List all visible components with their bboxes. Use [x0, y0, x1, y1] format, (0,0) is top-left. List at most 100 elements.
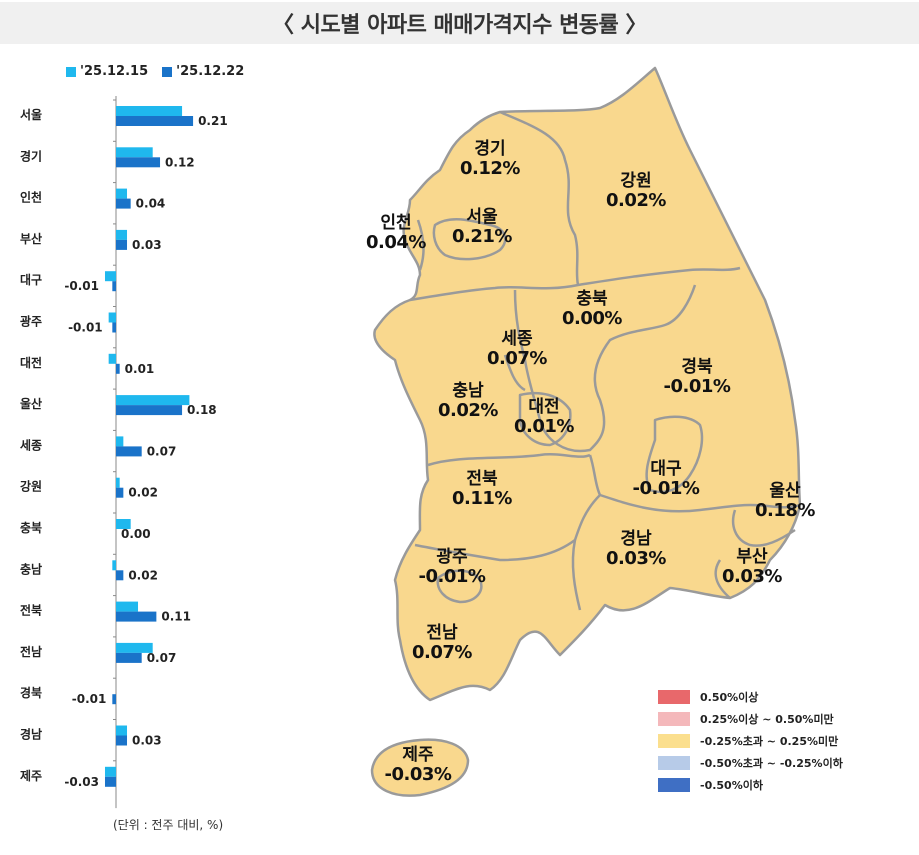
legend-item-1215: '25.12.15 — [66, 64, 148, 79]
data-label: 0.02 — [128, 486, 158, 500]
region-value: -0.01% — [418, 565, 486, 587]
map-legend-row: -0.50%이하 — [658, 774, 843, 796]
region-value: -0.01% — [632, 477, 700, 499]
data-label: 0.01 — [125, 362, 155, 376]
border-daejeon — [518, 391, 572, 447]
map-legend-label: -0.50%초과 ~ -0.25%이하 — [700, 757, 843, 770]
region-name: 울산 — [769, 481, 801, 501]
region-name: 대전 — [528, 397, 560, 417]
region-value: 0.03% — [722, 565, 782, 587]
region-name: 인천 — [380, 213, 412, 233]
category-label: 경기 — [20, 148, 42, 163]
bar — [104, 271, 116, 282]
border-seoul — [432, 218, 507, 261]
map-legend: 0.50%이상 0.25%이상 ~ 0.50%미만 -0.25%초과 ~ 0.2… — [658, 686, 843, 796]
bar — [116, 570, 124, 581]
bar — [116, 363, 120, 374]
map-region-label: 전북 0.11% — [452, 470, 512, 508]
map-region-label: 경남 0.03% — [606, 530, 666, 568]
data-label: -0.01 — [72, 692, 107, 706]
border-ulsan — [731, 509, 796, 547]
category-label: 전남 — [20, 644, 42, 659]
category-label: 대전 — [20, 355, 42, 370]
bar-group: 경기 0.12 — [20, 140, 195, 169]
bar — [116, 229, 128, 240]
region-value: 0.02% — [606, 189, 666, 211]
category-label: 충남 — [20, 561, 42, 576]
category-label: 세종 — [20, 437, 42, 452]
data-label: 0.02 — [128, 568, 158, 582]
category-label: 강원 — [20, 480, 42, 494]
data-label: 0.07 — [147, 444, 177, 458]
map-legend-label: 0.25%이상 ~ 0.50%미만 — [700, 713, 834, 726]
bar — [116, 487, 124, 498]
data-label: 0.21 — [198, 114, 228, 128]
category-label: 부산 — [20, 231, 42, 246]
bar-group: 경남 0.03 — [20, 719, 162, 748]
region-name: 강원 — [620, 171, 652, 191]
unit-note: (단위 : 전주 대비, %) — [113, 818, 224, 832]
bar — [116, 652, 142, 663]
data-label: -0.01 — [64, 279, 99, 293]
region-name: 충남 — [452, 381, 484, 401]
data-label: 0.07 — [147, 651, 177, 665]
category-label: 제주 — [20, 769, 42, 783]
data-label: 0.03 — [132, 734, 162, 748]
map-region-label: 광주 -0.01% — [419, 548, 486, 586]
region-value: 0.03% — [606, 547, 666, 569]
bar-group: 서울 0.21 — [20, 99, 228, 128]
bar — [112, 560, 116, 571]
map-region-label: 경북 -0.01% — [664, 358, 731, 396]
legend-swatch-blue — [658, 778, 690, 792]
bar — [116, 239, 128, 250]
region-value: 0.02% — [438, 399, 498, 421]
region-name: 경북 — [681, 357, 713, 377]
border-jeonbuk-jeonnam — [414, 494, 601, 562]
map-region-label: 제주 -0.03% — [385, 746, 452, 784]
legend-item-1222: '25.12.22 — [162, 64, 244, 79]
bar-group: 대구 -0.01 — [20, 264, 116, 293]
bar-group: 전북 0.11 — [20, 595, 191, 624]
map-legend-label: -0.50%이하 — [700, 779, 763, 792]
region-name: 경남 — [620, 529, 652, 549]
category-label: 서울 — [20, 107, 42, 122]
bar — [112, 322, 116, 333]
category-label: 울산 — [20, 396, 42, 411]
region-value: 0.00% — [562, 307, 622, 329]
data-label: -0.01 — [68, 321, 103, 335]
map-region-label: 부산 0.03% — [722, 548, 782, 586]
bar — [116, 611, 157, 622]
border-daegu — [645, 415, 704, 494]
border-incheon — [416, 219, 425, 271]
bar — [108, 312, 116, 323]
data-label: 0.18 — [187, 403, 217, 417]
bar-group: 충남 0.02 — [20, 553, 158, 582]
border-chungnam-jeonbuk — [427, 453, 591, 467]
map-region-label: 충북 0.00% — [562, 290, 622, 328]
bar — [104, 766, 116, 777]
border-gyeonggi-south — [409, 266, 741, 302]
bar — [112, 281, 116, 292]
legend-swatch-red — [658, 690, 690, 704]
bar — [116, 116, 194, 126]
map-region-label: 강원 0.02% — [606, 172, 666, 210]
bar — [108, 353, 116, 364]
border-gyeonggi-gangwon — [499, 110, 580, 286]
category-label: 전북 — [20, 603, 42, 618]
region-value: 0.21% — [452, 225, 512, 247]
legend-swatch-pink — [658, 712, 690, 726]
region-name: 광주 — [436, 547, 468, 567]
bar — [116, 188, 128, 199]
data-label: 0.12 — [165, 155, 195, 169]
region-value: 0.04% — [366, 231, 426, 253]
bar-group: 광주 -0.01 — [20, 306, 116, 335]
bar — [116, 395, 190, 406]
map-legend-row: -0.25%초과 ~ 0.25%미만 — [658, 730, 843, 752]
region-name: 전북 — [466, 469, 498, 489]
data-label: 0.00 — [121, 527, 151, 541]
map-region-label: 인천 0.04% — [366, 214, 426, 252]
region-value: 0.11% — [452, 487, 512, 509]
region-name: 충북 — [576, 289, 608, 309]
bar-group: 경북 -0.01 — [20, 677, 116, 706]
bar — [116, 642, 153, 653]
